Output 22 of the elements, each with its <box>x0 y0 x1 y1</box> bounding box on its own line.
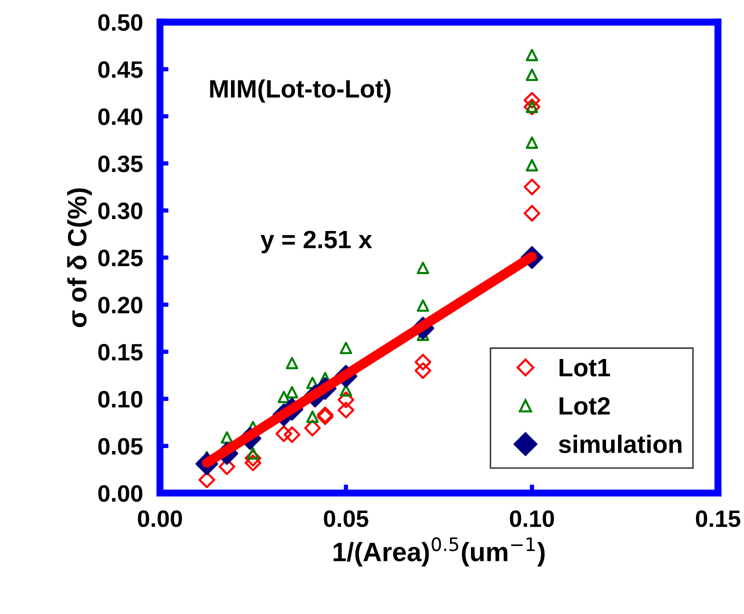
y-tick-label: 0.10 <box>98 390 142 408</box>
y-tick-label: 0.35 <box>98 155 143 172</box>
x-axis-title: 1/(Area)$^{0.5}$(um$^{−1}$) <box>334 537 545 567</box>
y-tick-label: 0.45 <box>98 61 143 78</box>
y-tick-label: 0.50 <box>98 14 142 31</box>
y-tick-label: 0.00 <box>98 485 142 502</box>
y-tick-label: 0.40 <box>98 108 142 126</box>
y-axis-title: σ of δ C(%) <box>67 188 92 328</box>
y-tick-label: 0.25 <box>98 250 143 266</box>
legend-label: Lot2 <box>560 397 610 415</box>
y-tick-label: 0.15 <box>98 344 143 361</box>
annotation: MIM(Lot-to-Lot) <box>210 79 390 103</box>
x-tick-label: 0.10 <box>510 510 554 528</box>
x-tick-label: 0.00 <box>138 510 182 528</box>
legend-label: simulation <box>558 434 682 454</box>
x-tick-label: 0.15 <box>696 510 740 528</box>
y-tick-label: 0.20 <box>98 296 142 314</box>
annotation: y = 2.51 x <box>260 230 372 254</box>
legend-label: Lot1 <box>560 359 610 376</box>
y-tick-label: 0.05 <box>98 438 143 455</box>
x-tick-label: 0.05 <box>324 510 368 528</box>
y-tick-label: 0.30 <box>98 202 142 220</box>
